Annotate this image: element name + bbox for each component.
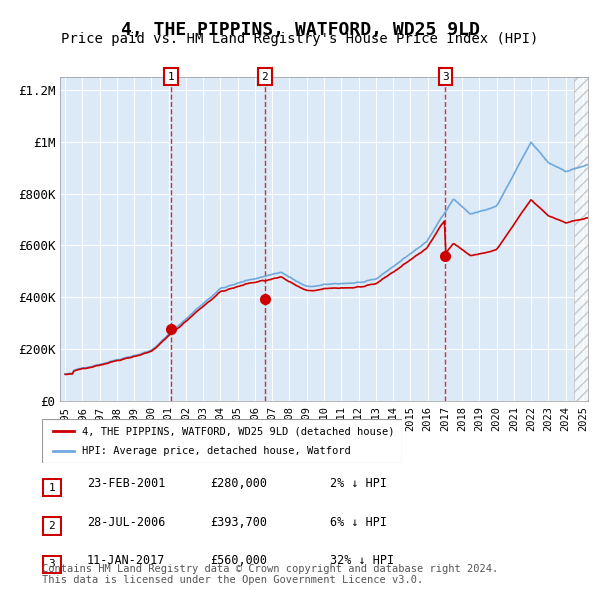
Text: 23-FEB-2001: 23-FEB-2001	[87, 477, 166, 490]
Text: 2: 2	[49, 521, 55, 531]
Text: 3: 3	[49, 559, 55, 569]
Text: 3: 3	[442, 72, 449, 81]
Text: 28-JUL-2006: 28-JUL-2006	[87, 516, 166, 529]
Text: Price paid vs. HM Land Registry's House Price Index (HPI): Price paid vs. HM Land Registry's House …	[61, 32, 539, 47]
Text: 11-JAN-2017: 11-JAN-2017	[87, 554, 166, 567]
FancyBboxPatch shape	[43, 517, 61, 535]
Bar	[171, 77, 265, 401]
Text: 32% ↓ HPI: 32% ↓ HPI	[330, 554, 394, 567]
Text: HPI: Average price, detached house, Watford: HPI: Average price, detached house, Watf…	[82, 446, 350, 455]
Text: 2: 2	[262, 72, 268, 81]
Text: £280,000: £280,000	[210, 477, 267, 490]
Text: 4, THE PIPPINS, WATFORD, WD25 9LD (detached house): 4, THE PIPPINS, WATFORD, WD25 9LD (detac…	[82, 427, 394, 436]
FancyBboxPatch shape	[43, 479, 61, 496]
FancyBboxPatch shape	[42, 419, 402, 463]
Text: £560,000: £560,000	[210, 554, 267, 567]
Text: 4, THE PIPPINS, WATFORD, WD25 9LD: 4, THE PIPPINS, WATFORD, WD25 9LD	[121, 21, 479, 39]
Text: 2% ↓ HPI: 2% ↓ HPI	[330, 477, 387, 490]
Text: 1: 1	[49, 483, 55, 493]
Text: Contains HM Land Registry data © Crown copyright and database right 2024.
This d: Contains HM Land Registry data © Crown c…	[42, 563, 498, 585]
FancyBboxPatch shape	[43, 556, 61, 573]
Bar	[574, 77, 596, 401]
Text: 6% ↓ HPI: 6% ↓ HPI	[330, 516, 387, 529]
Text: 1: 1	[168, 72, 175, 81]
Text: £393,700: £393,700	[210, 516, 267, 529]
